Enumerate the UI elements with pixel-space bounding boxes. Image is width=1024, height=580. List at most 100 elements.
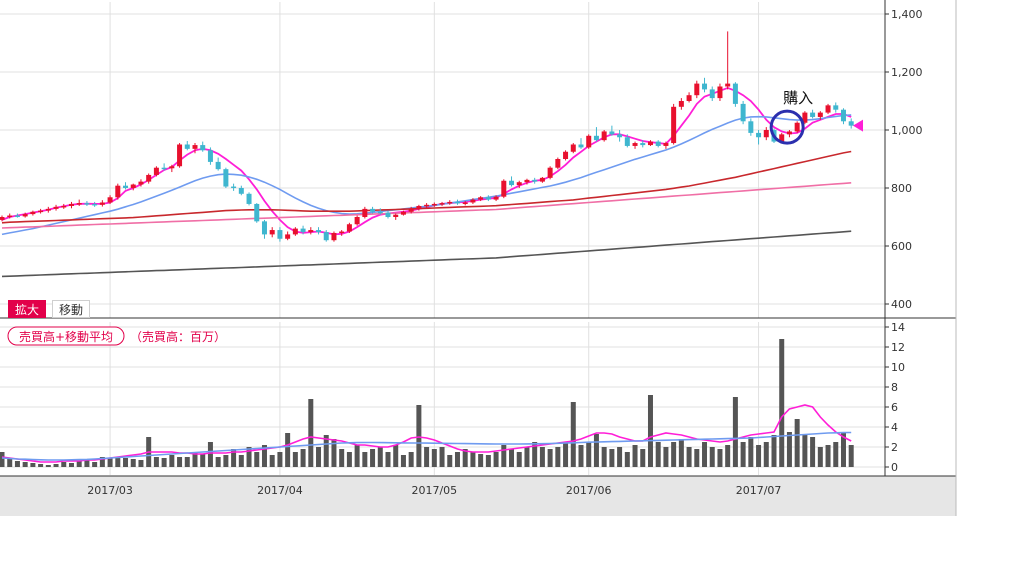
volume-bar: [223, 455, 229, 467]
volume-bar: [624, 452, 630, 467]
volume-bar: [771, 435, 777, 467]
candle-body: [285, 234, 291, 239]
volume-bar: [323, 435, 329, 467]
candle-body: [45, 208, 51, 211]
date-tick-label: 2017/05: [411, 484, 457, 497]
volume-bar: [200, 454, 206, 467]
candle: [717, 83, 723, 101]
candle-body: [184, 144, 190, 149]
candle-body: [0, 217, 5, 220]
candle: [161, 163, 167, 171]
candle-body: [377, 211, 383, 214]
candle-body: [694, 83, 700, 96]
volume-bar: [7, 459, 13, 467]
candle-body: [22, 214, 28, 217]
volume-bar: [61, 462, 67, 467]
candle: [45, 206, 51, 213]
volume-bar: [300, 449, 306, 467]
volume-bar: [725, 445, 731, 467]
candle: [285, 231, 291, 241]
price-tick-label: 800: [891, 182, 912, 195]
volume-bar: [694, 449, 700, 467]
candle-body: [663, 143, 669, 146]
candle-body: [331, 232, 337, 241]
candle: [802, 111, 808, 125]
volume-bar: [192, 452, 198, 467]
zoom-button[interactable]: 拡大: [8, 300, 47, 318]
volume-bar: [385, 452, 391, 467]
candle-body: [316, 230, 322, 233]
candle: [586, 134, 592, 149]
candle-body: [61, 205, 67, 208]
candle-body: [169, 166, 175, 169]
move-button[interactable]: 移動: [52, 300, 91, 318]
candle: [7, 213, 13, 219]
volume-bar: [632, 445, 638, 467]
candle-body: [223, 169, 229, 187]
volume-bar: [30, 463, 36, 467]
volume-bar: [817, 447, 823, 467]
volume-bar: [462, 449, 468, 467]
candle: [810, 109, 816, 119]
candle: [223, 167, 229, 188]
candle-body: [254, 203, 260, 222]
candle: [300, 225, 306, 235]
candle: [470, 198, 476, 204]
volume-bar: [609, 449, 615, 467]
candle-body: [593, 135, 599, 141]
volume-bar: [285, 433, 291, 467]
candle: [76, 199, 82, 206]
volume-bar: [354, 445, 360, 467]
date-axis-ticks: 2017/03 2017/04 2017/05 2017/06 2017/07: [87, 484, 781, 497]
candle: [439, 201, 445, 206]
candle-body: [130, 184, 136, 188]
candle-body: [76, 203, 82, 205]
volume-bar: [756, 445, 762, 467]
candle: [840, 108, 846, 125]
candle: [53, 204, 59, 211]
candle-body: [516, 182, 522, 186]
candle: [331, 231, 337, 242]
candle: [346, 222, 352, 233]
candle-body: [539, 177, 545, 182]
volume-bar: [0, 452, 5, 467]
candle-body: [763, 130, 769, 138]
candle: [671, 103, 677, 145]
candle-body: [30, 211, 36, 215]
candle: [709, 86, 715, 101]
candle-body: [509, 180, 515, 186]
volume-bar: [377, 447, 383, 467]
candle: [478, 196, 484, 202]
candle: [385, 210, 391, 219]
candle-body: [200, 145, 206, 151]
candle: [794, 121, 800, 133]
volume-bar: [509, 449, 515, 467]
volume-bar: [138, 460, 144, 467]
price-tick-label: 400: [891, 298, 912, 311]
candle-body: [115, 185, 121, 198]
volume-bar: [478, 454, 484, 467]
candle-body: [38, 210, 44, 213]
volume-bar: [238, 455, 244, 467]
candle: [416, 204, 422, 211]
volume-bar: [516, 452, 522, 467]
candle: [292, 227, 298, 236]
candle-body: [292, 228, 298, 235]
price-grid: [0, 2, 885, 318]
candle-body: [833, 105, 839, 110]
volume-bar: [763, 442, 769, 467]
volume-bar: [601, 447, 607, 467]
candle: [123, 182, 129, 190]
volume-bar: [794, 419, 800, 467]
volume-bar: [539, 447, 545, 467]
volume-bar: [802, 435, 808, 467]
volume-bar: [207, 442, 213, 467]
candle: [146, 173, 152, 184]
axes: [0, 0, 957, 516]
volume-bar: [153, 457, 159, 467]
candle-body: [138, 181, 144, 185]
volume-bar: [439, 447, 445, 467]
volume-bar: [702, 442, 708, 467]
